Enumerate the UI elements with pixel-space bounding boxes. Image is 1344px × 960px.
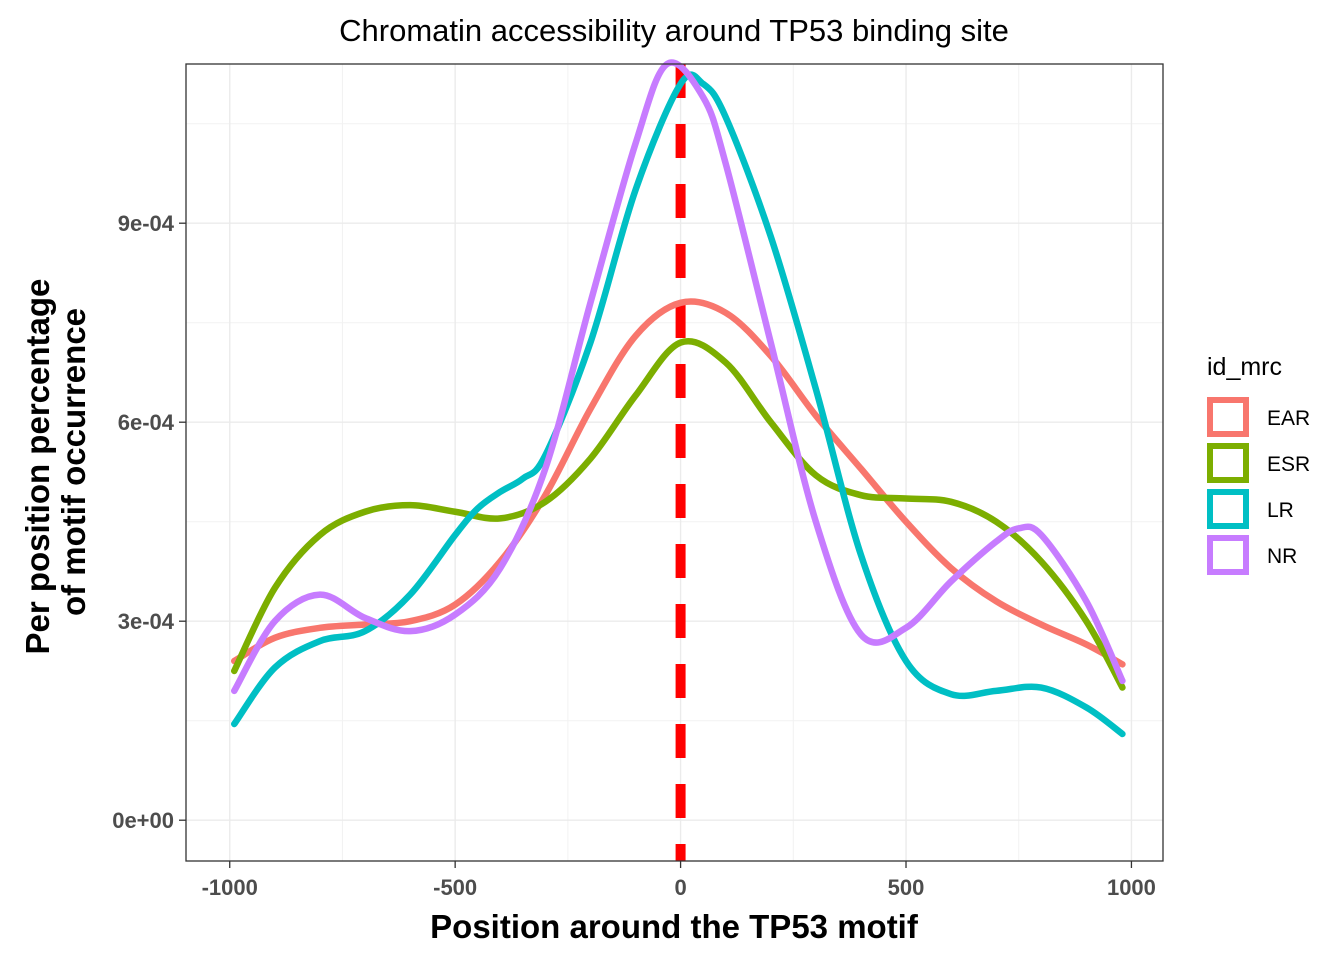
series-line-lr	[230, 71, 1126, 738]
series-line-esr	[230, 338, 1126, 691]
legend-key-nr	[1207, 535, 1249, 575]
y-axis-title-line-1: Per position percentage	[19, 279, 56, 655]
x-tick-label: 0	[674, 875, 686, 900]
x-tick-label: -500	[433, 875, 477, 900]
y-axis-title-line-2: of motif occurrence	[55, 308, 92, 616]
legend-label-nr: NR	[1267, 545, 1297, 568]
legend-title: id_mrc	[1207, 353, 1282, 381]
legend-label-lr: LR	[1267, 499, 1294, 522]
series-line-nr	[230, 59, 1126, 695]
y-axis-title: Per position percentage of motif occurre…	[19, 269, 92, 654]
legend-key-lr	[1207, 489, 1249, 529]
legend-key-ear	[1207, 397, 1249, 437]
y-axis: 0e+00 3e-04 6e-04 9e-04	[112, 211, 186, 833]
x-axis-title: Position around the TP53 motif	[430, 908, 919, 945]
panel-border	[185, 63, 1164, 862]
legend: id_mrc EAR ESR LR NR	[1207, 353, 1310, 575]
legend-key-esr	[1207, 443, 1249, 483]
chart-title: Chromatin accessibility around TP53 bind…	[339, 13, 1009, 48]
legend-items: EAR ESR LR NR	[1207, 397, 1310, 575]
series-layer	[230, 59, 1126, 738]
x-tick-label: -1000	[202, 875, 258, 900]
x-tick-label: 1000	[1107, 875, 1156, 900]
y-tick-label: 3e-04	[118, 609, 175, 634]
y-tick-label: 9e-04	[118, 211, 175, 236]
y-tick-label: 6e-04	[118, 410, 175, 435]
x-tick-label: 500	[888, 875, 925, 900]
legend-label-ear: EAR	[1267, 407, 1310, 430]
y-tick-label: 0e+00	[112, 808, 174, 833]
legend-label-esr: ESR	[1267, 453, 1310, 476]
x-axis: -1000 -500 0 500 1000	[202, 861, 1156, 900]
